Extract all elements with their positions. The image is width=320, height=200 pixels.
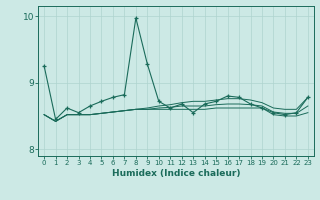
X-axis label: Humidex (Indice chaleur): Humidex (Indice chaleur)	[112, 169, 240, 178]
